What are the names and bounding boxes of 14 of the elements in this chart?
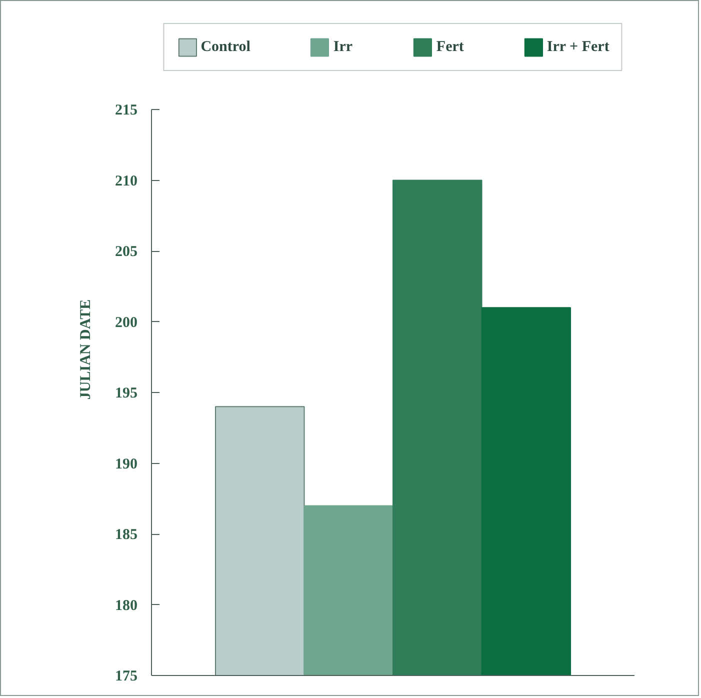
y-tick-label: 215 bbox=[115, 102, 138, 119]
y-tick-label: 205 bbox=[115, 244, 138, 260]
legend-label: Fert bbox=[436, 38, 464, 56]
y-tick-label: 175 bbox=[115, 668, 138, 684]
y-axis-title: JULIAN DATE bbox=[78, 299, 94, 400]
y-tick-label: 190 bbox=[115, 456, 138, 472]
legend-label: Irr bbox=[333, 38, 354, 56]
y-tick-label: 200 bbox=[115, 314, 138, 331]
y-tick-label: 195 bbox=[115, 386, 138, 402]
legend-label: Irr + Fert bbox=[546, 38, 610, 56]
y-tick-label: 210 bbox=[115, 173, 138, 190]
y-tick-label: 180 bbox=[115, 598, 138, 614]
legend-label: Control bbox=[200, 38, 250, 56]
y-tick-label: 185 bbox=[115, 527, 138, 544]
